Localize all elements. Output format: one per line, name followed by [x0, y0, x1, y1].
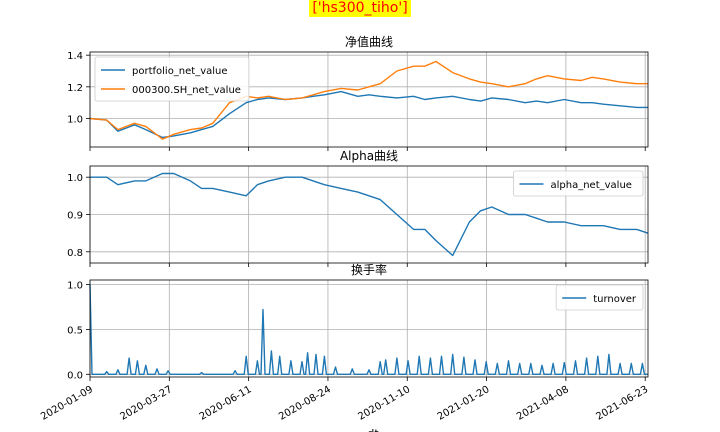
series-line-0-1: [89, 60, 648, 140]
y-tick-label-2-1: 0.5: [67, 325, 83, 336]
y-tick-label-0-1: 1.2: [67, 83, 83, 94]
x-tick-label-0: 2020-01-09: [39, 384, 95, 423]
x-tick-label-1: 2020-03-27: [118, 384, 174, 423]
y-tick-label-1-1: 0.9: [67, 211, 83, 222]
legend-box-2: [555, 284, 644, 311]
x-tick-label-2: 2020-06-11: [198, 384, 254, 423]
y-tick-label-0-2: 1.4: [67, 51, 83, 62]
panel-title-1: Alpha曲线: [340, 149, 398, 163]
legend-label-0-1: 000300.SH_net_value: [132, 85, 241, 96]
series-line-1-0: [90, 172, 649, 257]
y-tick-label-2-0: 0.0: [67, 370, 83, 381]
x-axis-label: dt: [367, 427, 379, 432]
x-tick-label-3: 2020-08-24: [277, 384, 333, 423]
x-tick-label-6: 2021-04-08: [515, 384, 571, 423]
suptitle-highlight: [309, 0, 411, 17]
legend-label-1-0: alpha_net_value: [551, 180, 632, 191]
x-tick-label-5: 2021-01-20: [436, 384, 492, 423]
legend-label-2-0: turnover: [593, 294, 637, 305]
legend-label-0-0: portfolio_net_value: [132, 66, 228, 77]
y-tick-label-2-2: 1.0: [67, 280, 83, 291]
panel-frame-2: [89, 279, 649, 378]
legend-box-1: [513, 170, 644, 197]
panel-frame-1: [89, 165, 649, 264]
panel-title-2: 换手率: [351, 262, 387, 277]
y-tick-label-1-2: 1.0: [67, 173, 83, 184]
panel-title-0: 净值曲线: [345, 34, 393, 49]
y-tick-label-0-0: 1.0: [67, 115, 83, 126]
figure-suptitle: ['hs300_tiho']: [312, 0, 408, 16]
series-line-0-0: [89, 90, 648, 139]
panel-frame-0: [89, 51, 649, 148]
series-line-2-0: [89, 284, 648, 376]
y-tick-label-1-0: 0.8: [67, 248, 83, 259]
x-tick-label-4: 2020-11-10: [356, 384, 412, 423]
x-tick-label-7: 2021-06-23: [594, 384, 650, 423]
legend-box-0: [94, 56, 250, 102]
